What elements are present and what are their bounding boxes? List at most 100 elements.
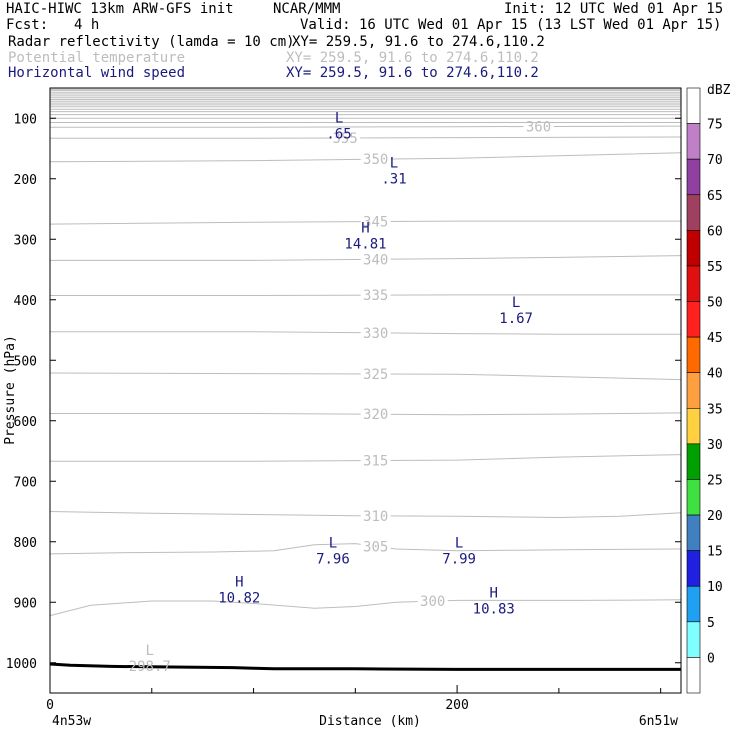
isentrope-label: 355 <box>332 131 357 147</box>
colorbar-label: 50 <box>707 296 723 311</box>
colorbar-label: 60 <box>707 224 723 239</box>
colorbar-label: 20 <box>707 509 723 524</box>
isentrope-label: 300 <box>420 594 445 610</box>
wind-extremum-kind: L <box>329 536 337 552</box>
y-tick-label: 700 <box>14 475 37 490</box>
terrain-layer <box>49 662 681 671</box>
y-tick-label: 100 <box>14 112 37 127</box>
colorbar-label: 5 <box>707 616 715 631</box>
isentrope-line <box>50 331 681 335</box>
colorbar-swatch <box>686 123 701 160</box>
field-xy-reflectivity: XY= 259.5, 91.6 to 274.6,110.2 <box>292 34 545 50</box>
plot-background <box>50 88 681 693</box>
field-name-wind-speed: Horizontal wind speed <box>8 65 186 81</box>
isentrope-label: 310 <box>363 509 388 525</box>
y-tick-label: 400 <box>14 294 37 309</box>
theta-extremum-value: 298.7 <box>129 659 171 675</box>
valid-time: Valid: 16 UTC Wed 01 Apr 15 (13 LST Wed … <box>300 17 722 33</box>
isentrope-label: 360 <box>526 120 551 136</box>
isentrope-line <box>50 294 681 296</box>
colorbar-swatch <box>686 621 701 658</box>
isentrope-label-bg <box>360 507 391 522</box>
colorbar-swatch <box>686 265 701 302</box>
colorbar-swatch <box>686 194 701 231</box>
y-tick-label: 900 <box>14 596 37 611</box>
colorbar-label: 55 <box>707 260 723 275</box>
colorbar-swatch <box>686 550 701 587</box>
colorbar-swatch <box>686 479 701 516</box>
wind-extremum-value: 7.96 <box>316 552 350 568</box>
x-axis-title: Distance (km) <box>319 714 421 729</box>
isentrope-label-bg <box>360 365 391 380</box>
isentrope-label: 315 <box>363 454 388 470</box>
wind-extremum-value: 10.82 <box>218 590 260 606</box>
isentrope-label: 330 <box>363 326 388 342</box>
isentrope-label: 345 <box>363 215 388 231</box>
colorbar-label: 0 <box>707 651 715 666</box>
colorbar-swatch <box>686 585 701 623</box>
wind-extremum-value: 7.99 <box>442 552 476 568</box>
init-time: Init: 12 UTC Wed 01 Apr 15 <box>504 1 724 17</box>
isentrope-line <box>49 372 682 381</box>
wind-extremum-value: .31 <box>381 172 406 188</box>
isentrope-label-bg <box>360 213 391 228</box>
isentrope-line <box>49 152 682 163</box>
isentrope-label: 350 <box>363 152 388 168</box>
field-name-potential-temperature: Potential temperature <box>8 50 186 66</box>
isentrope-label: 340 <box>363 252 388 268</box>
y-tick-label: 1000 <box>6 657 37 672</box>
colorbar-label: 10 <box>707 580 723 595</box>
colorbar-label: 75 <box>707 118 723 133</box>
colorbar-label: 25 <box>707 473 723 488</box>
colorbar-swatch <box>686 336 701 374</box>
isentrope-label-bg <box>417 593 448 608</box>
wind-extremum-value: .65 <box>326 126 351 142</box>
colorbar-swatch <box>686 407 701 445</box>
organization: NCAR/MMM <box>273 1 341 17</box>
isentrope-line <box>49 599 682 617</box>
colorbar-swatch <box>686 514 701 551</box>
colorbar-label: 45 <box>707 331 723 346</box>
colorbar-unit: dBZ <box>707 83 731 98</box>
colorbar-label: 70 <box>707 153 723 168</box>
isentrope-line <box>50 454 682 462</box>
y-tick-label: 800 <box>14 536 37 551</box>
isentrope-label-bg <box>360 538 391 553</box>
field-xy-potential-temperature: XY= 259.5, 91.6 to 274.6,110.2 <box>286 50 539 66</box>
forecast-label: Fcst: <box>6 17 49 33</box>
isentrope-label: 305 <box>363 539 388 555</box>
forecast-hours: 4 h <box>74 17 100 33</box>
wind-extremum-value: 1.67 <box>499 311 533 327</box>
wind-extremum-value: 14.81 <box>344 236 386 252</box>
isentrope-label: 325 <box>363 367 388 383</box>
colorbar-label: 30 <box>707 438 723 453</box>
isentrope-label-bg <box>360 287 391 302</box>
y-tick-label: 300 <box>14 233 37 248</box>
isentrope-layer: 300 305 310 315 320 325 330 335 340 345 350 355 360 <box>49 88 682 617</box>
colorbar-swatch <box>686 443 701 480</box>
isentrope-line <box>49 543 682 555</box>
x-end-label-right: 6n51w <box>639 714 678 729</box>
plot-frame <box>49 87 682 694</box>
x-end-label-left: 4n53w <box>52 714 91 729</box>
y-tick-label: 500 <box>14 354 37 369</box>
isentrope-line <box>50 255 682 261</box>
wind-extremum-kind: L <box>455 536 463 552</box>
colorbar-swatch <box>686 372 701 409</box>
wind-extremum-kind: H <box>235 574 243 590</box>
colorbar-label: 40 <box>707 367 723 382</box>
terrain-line <box>49 662 681 671</box>
isentrope-line <box>50 125 682 128</box>
wind-extremum-kind: H <box>361 220 369 236</box>
axes-layer: 100 200 300 400 500 600 700 800 900 1000 0 200 <box>6 112 681 713</box>
isentrope-label: 335 <box>363 288 388 304</box>
wind-extremum-kind: H <box>490 585 498 601</box>
y-tick-label: 600 <box>14 415 37 430</box>
isentrope-line <box>49 511 682 519</box>
isentrope-label: 320 <box>363 407 388 423</box>
wind-extremum-kind: L <box>335 110 343 126</box>
isentrope-label-bg <box>360 151 391 166</box>
